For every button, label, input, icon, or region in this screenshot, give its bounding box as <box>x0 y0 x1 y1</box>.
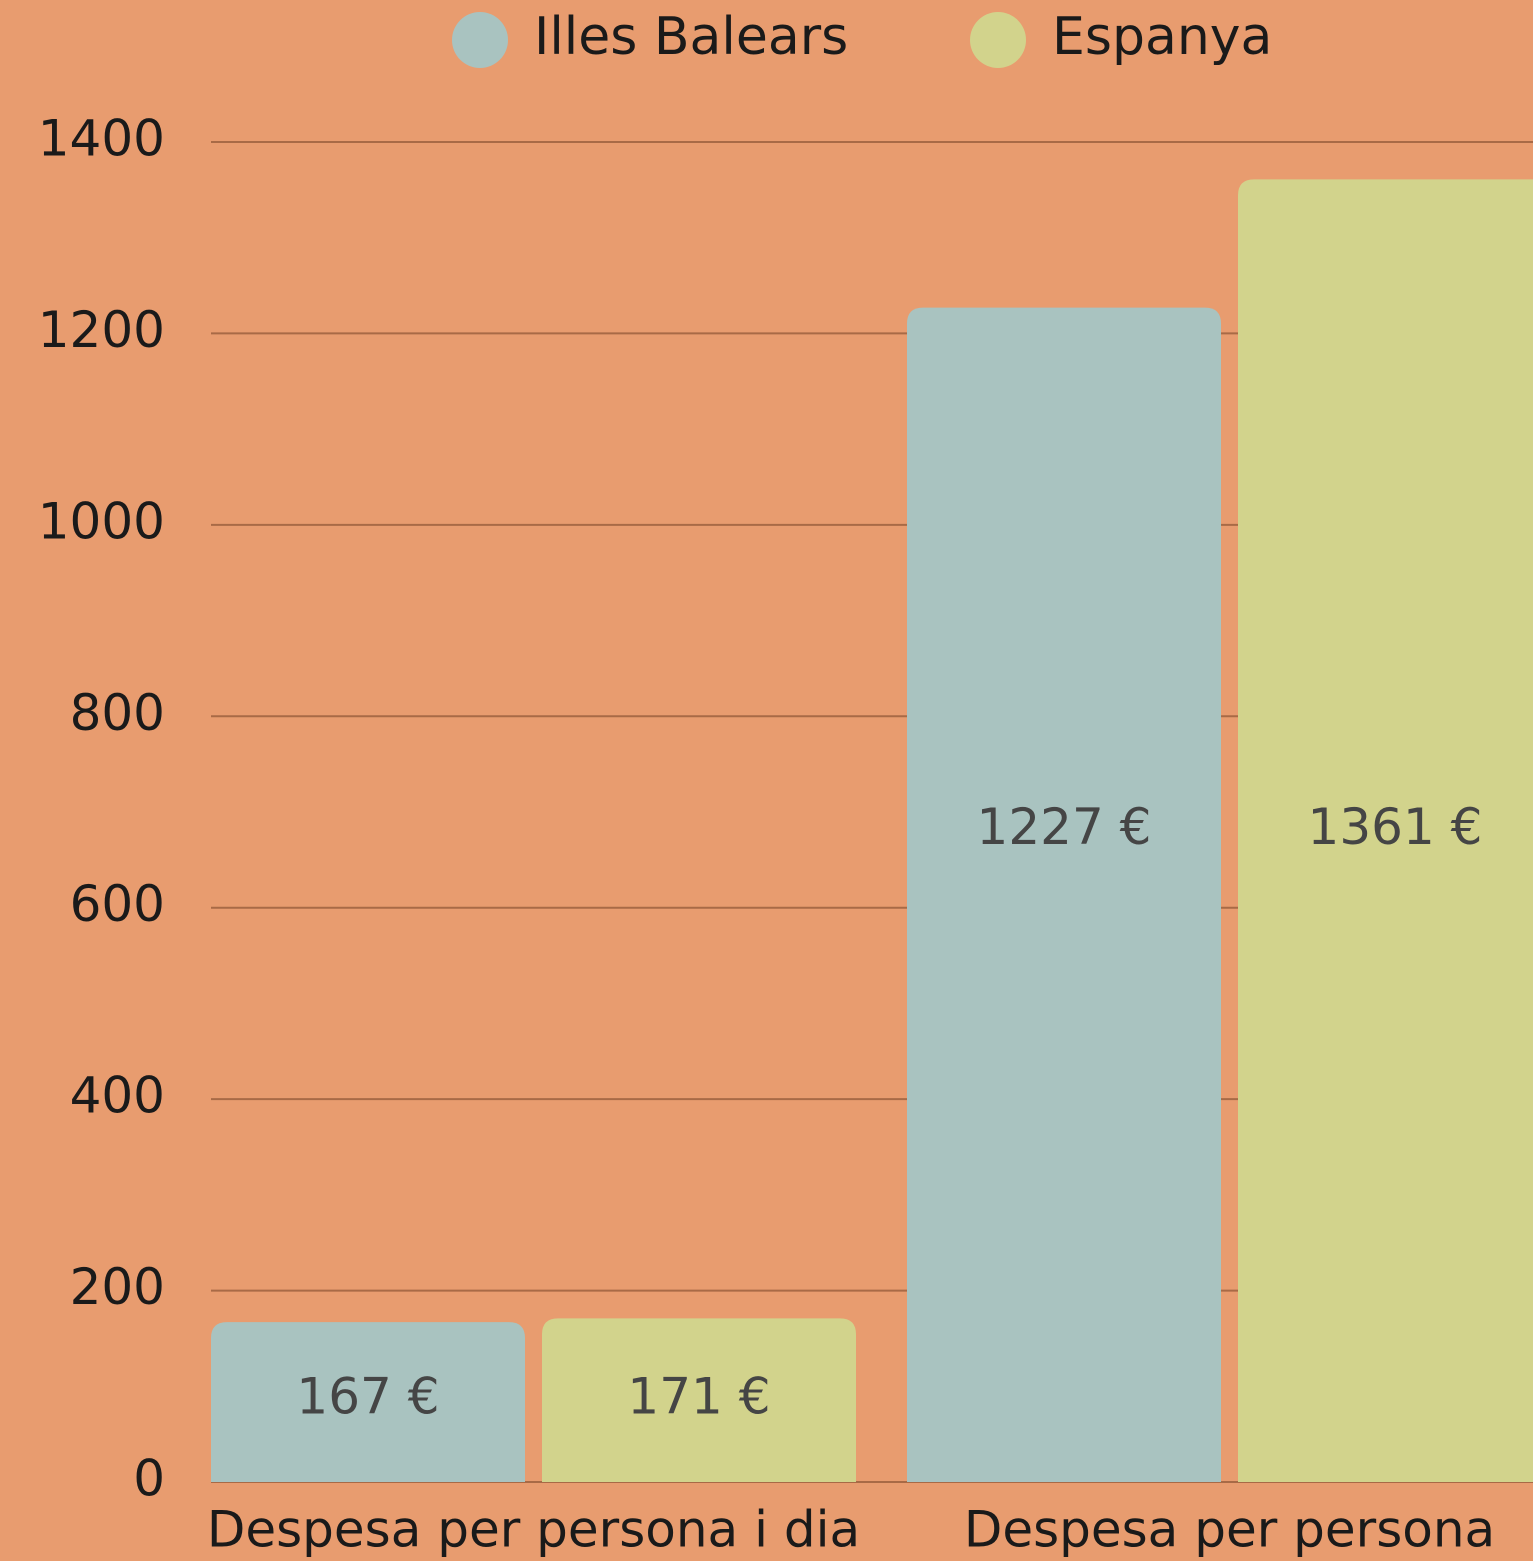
y-tick-label: 1400 <box>38 110 165 168</box>
legend-label: Illes Balears <box>534 7 848 67</box>
x-tick-label: Despesa per persona <box>964 1501 1495 1559</box>
y-tick-label: 600 <box>70 875 165 933</box>
value-label: 1227 € <box>977 798 1152 856</box>
legend-swatch <box>452 12 508 68</box>
bar <box>542 1318 856 1482</box>
y-tick-label: 800 <box>70 684 165 742</box>
y-tick-label: 0 <box>133 1450 165 1508</box>
y-tick-label: 1200 <box>38 301 165 359</box>
x-tick-label: Despesa per persona i dia <box>207 1501 860 1559</box>
y-tick-label: 200 <box>70 1258 165 1316</box>
value-label: 167 € <box>296 1368 439 1426</box>
y-tick-label: 1000 <box>38 492 165 550</box>
bar <box>907 307 1221 1483</box>
legend-swatch <box>970 12 1026 68</box>
legend-label: Espanya <box>1052 7 1272 67</box>
value-label: 1361 € <box>1308 798 1483 856</box>
value-label: 171 € <box>627 1368 770 1426</box>
y-tick-label: 400 <box>70 1067 165 1125</box>
bar <box>1238 179 1533 1482</box>
bar <box>211 1322 525 1482</box>
